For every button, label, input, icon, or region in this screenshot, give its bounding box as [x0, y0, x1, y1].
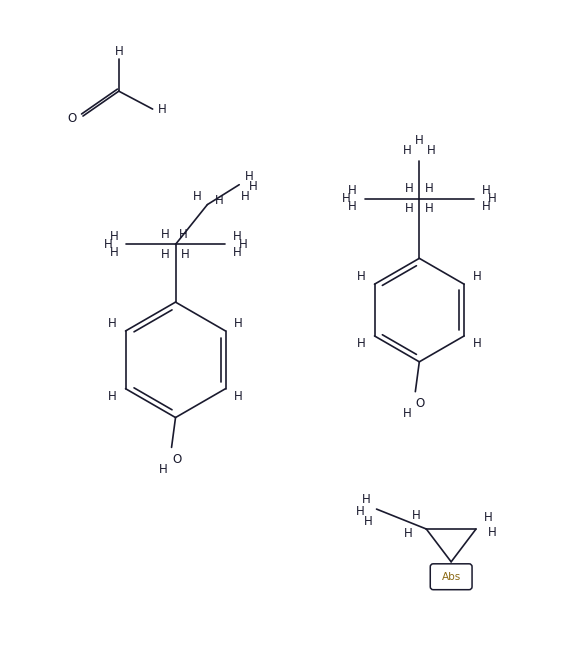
Text: H: H: [193, 190, 202, 203]
Text: H: H: [233, 246, 242, 259]
Text: H: H: [233, 230, 242, 243]
Text: H: H: [348, 200, 357, 213]
Text: H: H: [108, 317, 117, 330]
Text: H: H: [357, 270, 366, 283]
Text: H: H: [110, 230, 118, 243]
Text: Abs: Abs: [442, 572, 461, 582]
Text: H: H: [425, 182, 434, 195]
Text: H: H: [241, 190, 250, 203]
Text: H: H: [161, 248, 170, 261]
Text: H: H: [403, 407, 412, 420]
Text: O: O: [416, 397, 425, 410]
Text: H: H: [483, 510, 492, 523]
Text: H: H: [215, 194, 224, 207]
Text: O: O: [172, 453, 181, 466]
Text: H: H: [482, 184, 491, 197]
Text: H: H: [181, 248, 190, 261]
Text: H: H: [108, 389, 117, 402]
Text: O: O: [67, 112, 76, 125]
Text: H: H: [110, 246, 118, 259]
Text: H: H: [234, 389, 243, 402]
Text: H: H: [425, 202, 434, 215]
Text: H: H: [427, 144, 436, 157]
Text: H: H: [482, 200, 491, 213]
Text: H: H: [405, 182, 414, 195]
Text: H: H: [403, 144, 412, 157]
Text: H: H: [348, 184, 357, 197]
Text: H: H: [103, 238, 112, 251]
Text: H: H: [488, 192, 496, 205]
Text: H: H: [115, 45, 123, 58]
Text: H: H: [159, 463, 168, 476]
Text: H: H: [356, 504, 365, 517]
Text: H: H: [412, 508, 421, 521]
Text: H: H: [249, 180, 257, 193]
Text: H: H: [415, 135, 424, 148]
Text: H: H: [362, 493, 371, 506]
Text: H: H: [473, 337, 482, 350]
Text: H: H: [404, 527, 413, 540]
Text: H: H: [473, 270, 482, 283]
Text: H: H: [364, 515, 373, 528]
Text: H: H: [234, 317, 243, 330]
Text: H: H: [342, 192, 351, 205]
Text: H: H: [158, 103, 167, 116]
Text: H: H: [405, 202, 414, 215]
Text: H: H: [179, 228, 188, 241]
FancyBboxPatch shape: [430, 564, 472, 590]
Text: H: H: [357, 337, 366, 350]
Text: H: H: [239, 238, 248, 251]
Text: H: H: [245, 170, 253, 183]
Text: H: H: [161, 228, 170, 241]
Text: H: H: [488, 526, 496, 539]
